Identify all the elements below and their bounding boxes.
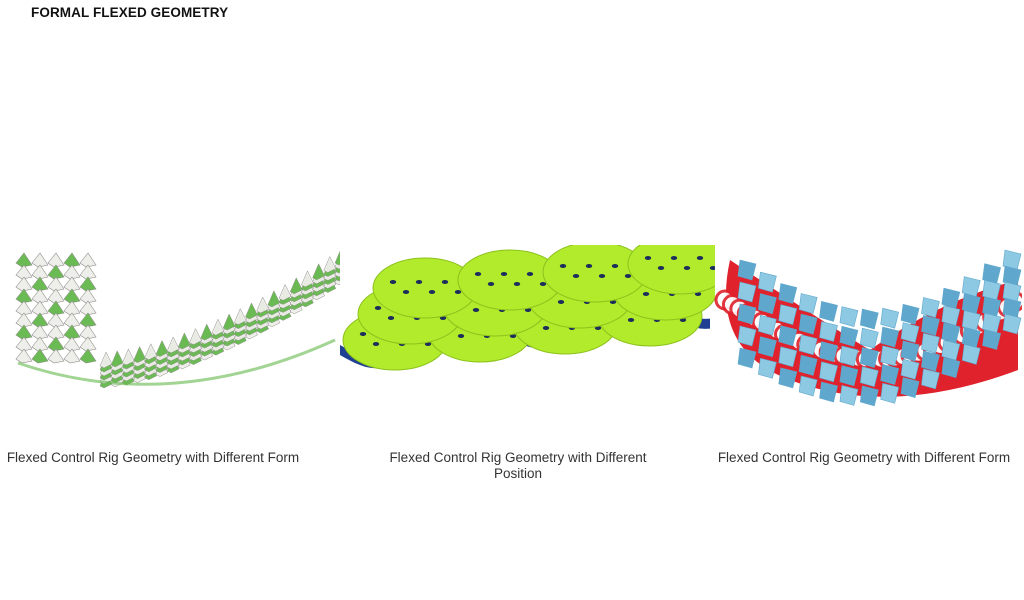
corrugated-surface xyxy=(340,245,715,370)
green-saddle-geometry xyxy=(10,245,340,405)
saddle-tiles xyxy=(16,249,340,388)
caption-position-lime: Flexed Control Rig Geometry with Differe… xyxy=(368,450,668,482)
panel-form-red-blue xyxy=(700,240,1022,415)
caption-form-red-blue: Flexed Control Rig Geometry with Differe… xyxy=(714,450,1014,466)
caption-form-green: Flexed Control Rig Geometry with Differe… xyxy=(3,450,303,466)
lime-corrugated-geometry xyxy=(335,245,715,420)
shell-surface xyxy=(716,250,1022,406)
panel-form-green xyxy=(10,245,340,405)
panel-position-lime xyxy=(335,245,715,420)
red-blue-shell-geometry xyxy=(700,240,1022,415)
page-title: FORMAL FLEXED GEOMETRY xyxy=(31,5,228,20)
